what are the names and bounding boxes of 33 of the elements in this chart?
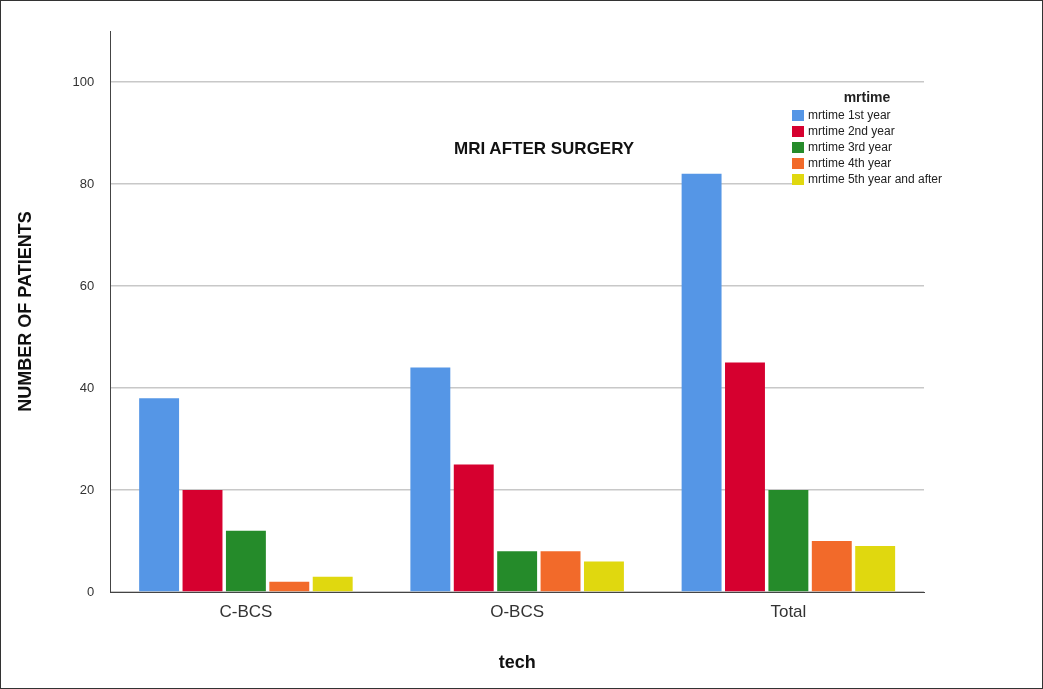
legend-label: mrtime 2nd year [807,124,895,138]
bar [312,576,353,592]
bar [681,173,722,592]
text: MRI AFTER SURGERY [454,138,635,158]
y-axis-title: NUMBER OF PATIENTS [14,211,35,412]
bar [497,551,538,592]
x-tick-label: C-BCS [219,601,273,621]
legend-label: mrtime 3rd year [807,140,892,154]
y-tick-label: 40 [79,379,95,395]
legend-label: mrtime 4th year [807,156,892,170]
bar [182,490,223,592]
bar [583,561,624,592]
bar [540,551,581,592]
bar [453,464,494,592]
y-tick-label: 60 [79,277,95,293]
y-tick-label: 80 [79,175,95,191]
bar [410,367,451,592]
bar [139,398,180,592]
y-tick-label: 100 [72,73,95,89]
x-tick-label: O-BCS [490,601,545,621]
legend-title: mrtime [842,89,892,105]
x-tick-label: Total [770,601,807,621]
legend-label: mrtime 5th year and after [807,172,942,186]
x-axis-title: tech [498,652,536,673]
bar [768,490,809,592]
bar [269,581,310,592]
bar [225,530,266,592]
legend-label: mrtime 1st year [807,108,891,122]
y-tick-label: 20 [79,481,95,497]
bar [855,546,896,592]
bar [725,362,765,592]
y-tick-label: 0 [87,583,95,599]
bar [811,541,852,592]
